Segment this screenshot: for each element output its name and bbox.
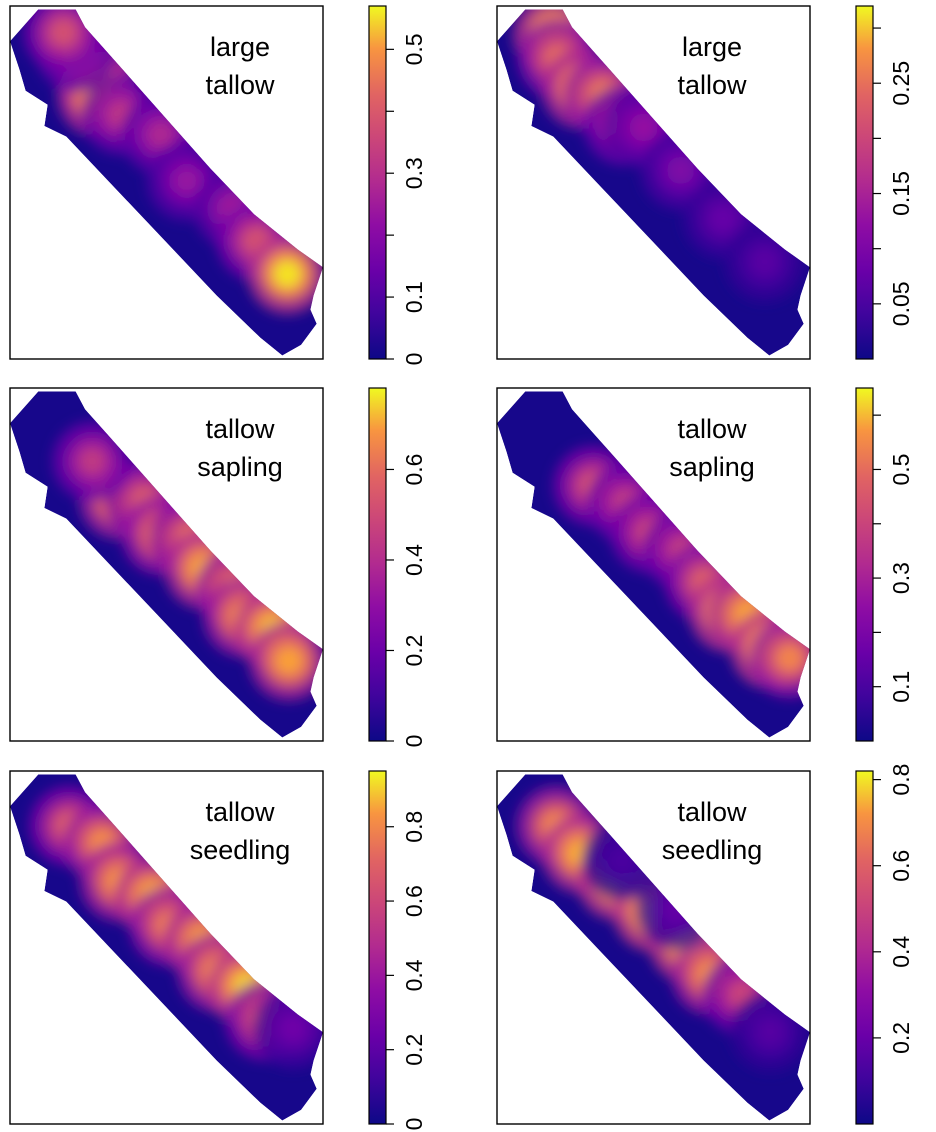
panel-4: tallow sapling 0.1 0.3 0.5 xyxy=(496,387,914,742)
hotspot-10 xyxy=(661,895,690,924)
panel-title-line-2: tallow xyxy=(205,70,275,100)
colorbar-tick-label: 0.3 xyxy=(401,157,427,189)
panel-title-line-1: large xyxy=(682,32,742,62)
heatmap-field xyxy=(497,9,810,356)
panel-title-line-2: seedling xyxy=(662,835,763,865)
panel-6: tallow seedling 0.2 0.4 0.6 0.8 xyxy=(496,764,914,1125)
colorbar-tick-label: 0.2 xyxy=(401,635,427,667)
heatmap-field xyxy=(10,391,323,738)
hotspot-10 xyxy=(49,18,78,47)
colorbar-frame xyxy=(368,387,387,742)
colorbar xyxy=(369,771,386,1124)
colorbar-tick-label: 0.5 xyxy=(888,454,914,486)
hotspot-9 xyxy=(274,646,303,675)
colorbar-tick-label: 0.25 xyxy=(888,61,914,106)
panel-3: tallow sapling 0 0.2 0.4 0.6 xyxy=(9,387,427,748)
colorbar-tick-label: 0.6 xyxy=(401,454,427,486)
hotspot-9 xyxy=(775,644,804,672)
hotspot-10 xyxy=(279,1014,308,1043)
colorbar xyxy=(856,771,873,1124)
panel-title-line-1: large xyxy=(210,32,270,62)
colorbar xyxy=(369,6,386,359)
heatmap-field xyxy=(497,391,810,738)
colorbar-tick-label: 0 xyxy=(401,1118,427,1131)
panel-5: tallow seedling 0 0.2 0.4 0.6 0.8 xyxy=(9,770,427,1131)
colorbar-tick-label: 0.4 xyxy=(401,959,427,991)
hotspot-9 xyxy=(608,846,636,875)
panel-title-line-1: tallow xyxy=(205,797,275,827)
colorbar xyxy=(856,6,873,359)
colorbar-tick-label: 0.6 xyxy=(401,885,427,917)
colorbar-frame xyxy=(855,387,874,742)
colorbar-tick-label: 0.15 xyxy=(888,171,914,216)
panel-title-line-2: seedling xyxy=(190,835,291,865)
colorbar xyxy=(369,388,386,741)
colorbar-tick-label: 0.4 xyxy=(888,936,914,968)
colorbar-tick-label: 0.4 xyxy=(401,544,427,576)
panel-1: large tallow 0 0.1 0.3 0.5 xyxy=(9,5,427,366)
colorbar-tick-label: 0.3 xyxy=(888,562,914,594)
panel-title-line-2: tallow xyxy=(677,70,747,100)
colorbar-frame xyxy=(368,770,387,1125)
hotspot-9 xyxy=(273,260,302,289)
heatmap-field xyxy=(497,774,810,1121)
colorbar xyxy=(856,388,873,741)
plot-frame xyxy=(496,5,811,360)
colorbar-tick-label: 0.1 xyxy=(401,281,427,313)
hotspot-10 xyxy=(78,447,107,476)
plot-frame xyxy=(496,770,811,1125)
hotspot-6 xyxy=(172,166,201,195)
panel-title-line-1: tallow xyxy=(205,414,275,444)
colorbar-tick-label: 0 xyxy=(401,735,427,748)
colorbar-tick-label: 0.8 xyxy=(888,764,914,796)
plot-frame xyxy=(9,387,324,742)
colorbar-tick-label: 0.5 xyxy=(401,33,427,65)
colorbar-tick-label: 0.2 xyxy=(401,1034,427,1066)
panel-title-line-1: tallow xyxy=(677,797,747,827)
colorbar-frame xyxy=(855,5,874,360)
plot-frame xyxy=(9,770,324,1125)
colorbar-tick-label: 0.2 xyxy=(888,1022,914,1054)
colorbar-tick-label: 0.6 xyxy=(888,850,914,882)
panel-2: large tallow 0.05 0.15 0.25 xyxy=(496,5,914,360)
heatmap-field xyxy=(10,9,323,356)
colorbar-tick-label: 0.1 xyxy=(888,671,914,703)
hotspot-6 xyxy=(629,113,658,142)
hotspot-7 xyxy=(666,156,695,185)
hotspot-8 xyxy=(756,1017,785,1046)
colorbar-tick-label: 0.8 xyxy=(401,811,427,843)
plot-frame xyxy=(496,387,811,742)
hotspot-8 xyxy=(709,204,738,233)
colorbar-frame xyxy=(855,770,874,1125)
plot-frame xyxy=(9,5,324,360)
colorbar-frame xyxy=(368,5,387,360)
panel-title-line-2: sapling xyxy=(197,452,283,482)
panel-title-line-2: sapling xyxy=(669,452,755,482)
hotspot-5 xyxy=(146,120,175,149)
panel-title-line-1: tallow xyxy=(677,414,747,444)
heatmap-field xyxy=(10,774,323,1121)
colorbar-tick-label: 0 xyxy=(401,353,427,366)
hotspot-9 xyxy=(750,247,779,276)
colorbar-tick-label: 0.05 xyxy=(888,281,914,326)
